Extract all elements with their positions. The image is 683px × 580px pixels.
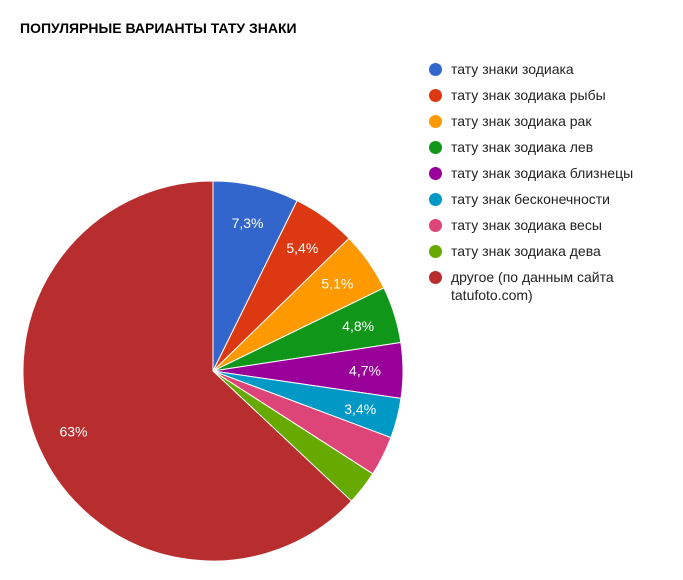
legend-swatch-7 xyxy=(429,245,442,258)
chart-title: ПОПУЛЯРНЫЕ ВАРИАНТЫ ТАТУ ЗНАКИ xyxy=(20,20,297,36)
legend-swatch-2 xyxy=(429,115,442,128)
legend-item-2[interactable]: тату знак зодиака рак xyxy=(429,112,669,130)
slice-data-label-4: 4,7% xyxy=(349,363,381,379)
legend-item-5[interactable]: тату знак бесконечности xyxy=(429,190,669,208)
legend-label-1: тату знак зодиака рыбы xyxy=(451,87,606,103)
legend-swatch-4 xyxy=(429,167,442,180)
legend-label-6: тату знак зодиака весы xyxy=(451,217,602,233)
legend-item-4[interactable]: тату знак зодиака близнецы xyxy=(429,164,669,182)
legend-swatch-3 xyxy=(429,141,442,154)
legend-swatch-1 xyxy=(429,89,442,102)
legend-item-6[interactable]: тату знак зодиака весы xyxy=(429,216,669,234)
slice-data-label-2: 5,1% xyxy=(321,276,353,292)
legend-swatch-8 xyxy=(429,271,442,284)
slice-data-label-5: 3,4% xyxy=(344,401,376,417)
slice-data-label-0: 7,3% xyxy=(232,215,264,231)
legend-label-7: тату знак зодиака дева xyxy=(451,243,601,259)
legend-swatch-5 xyxy=(429,193,442,206)
legend-swatch-0 xyxy=(429,63,442,76)
legend-label-8: другое (по данным сайта tatufoto.com) xyxy=(451,269,614,303)
slice-data-label-1: 5,4% xyxy=(286,240,318,256)
legend-item-0[interactable]: тату знаки зодиака xyxy=(429,60,669,78)
legend-label-2: тату знак зодиака рак xyxy=(451,113,592,129)
legend: тату знаки зодиака тату знак зодиака рыбы… xyxy=(429,60,669,312)
legend-item-3[interactable]: тату знак зодиака лев xyxy=(429,138,669,156)
pie-slice-8[interactable] xyxy=(22,180,353,562)
slice-data-label-8: 63% xyxy=(59,423,87,439)
legend-item-8[interactable]: другое (по данным сайта tatufoto.com) xyxy=(429,268,669,304)
legend-label-4: тату знак зодиака близнецы xyxy=(451,165,634,181)
legend-item-1[interactable]: тату знак зодиака рыбы xyxy=(429,86,669,104)
legend-swatch-6 xyxy=(429,219,442,232)
legend-item-7[interactable]: тату знак зодиака дева xyxy=(429,242,669,260)
legend-label-3: тату знак зодиака лев xyxy=(451,139,594,155)
legend-label-5: тату знак бесконечности xyxy=(451,191,610,207)
slice-data-label-3: 4,8% xyxy=(342,318,374,334)
legend-label-0: тату знаки зодиака xyxy=(451,61,574,77)
